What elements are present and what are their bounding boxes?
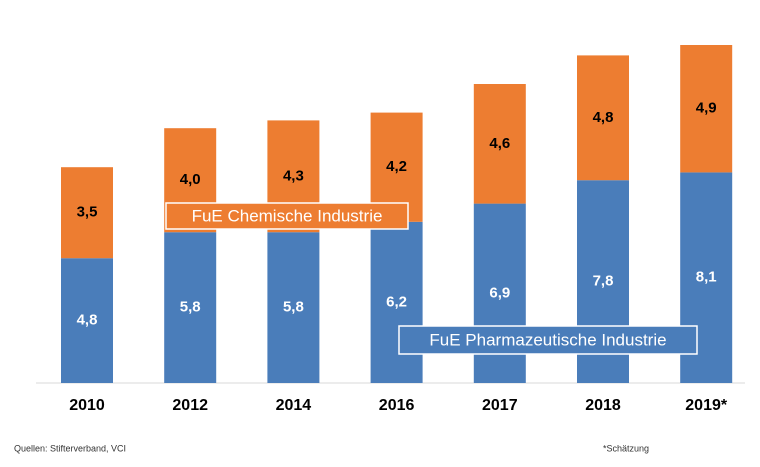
value-label: 3,5: [77, 204, 98, 221]
legend-label: FuE Chemische Industrie: [192, 206, 383, 225]
value-label: 5,8: [283, 299, 304, 316]
value-label: 7,8: [593, 273, 614, 290]
value-label: 5,8: [180, 299, 201, 316]
x-tick-label: 2012: [172, 397, 208, 414]
value-label: 4,9: [696, 100, 717, 117]
value-label: 8,1: [696, 269, 717, 286]
value-label: 6,9: [489, 284, 510, 301]
x-tick-label: 2010: [69, 397, 105, 414]
bar-segment: [61, 167, 113, 259]
x-tick-label: 2019*: [685, 397, 728, 414]
value-label: 6,2: [386, 293, 407, 310]
value-label: 4,2: [386, 158, 407, 175]
legend-box: [398, 325, 698, 355]
bar-segment: [473, 84, 526, 204]
value-label: 4,8: [77, 312, 98, 329]
bar-segment: [680, 45, 733, 173]
x-tick-label: 2018: [585, 397, 621, 414]
x-tick-label: 2016: [379, 397, 415, 414]
bar-segment: [164, 232, 217, 383]
value-label: 4,6: [489, 135, 510, 152]
legend-box: [165, 202, 409, 230]
source-note: Quellen: Stifterverband, VCI: [14, 443, 126, 453]
legend-label: FuE Pharmazeutische Industrie: [429, 330, 666, 349]
footnote: *Schätzung: [603, 443, 649, 453]
bar-segment: [61, 258, 113, 383]
bar-segment: [370, 221, 423, 383]
x-tick-label: 2017: [482, 397, 518, 414]
bar-segment: [577, 55, 629, 181]
value-label: 4,3: [283, 167, 304, 184]
x-tick-label: 2014: [276, 397, 312, 414]
bar-segment: [267, 232, 320, 383]
value-label: 4,0: [180, 171, 201, 188]
value-label: 4,8: [593, 109, 614, 126]
